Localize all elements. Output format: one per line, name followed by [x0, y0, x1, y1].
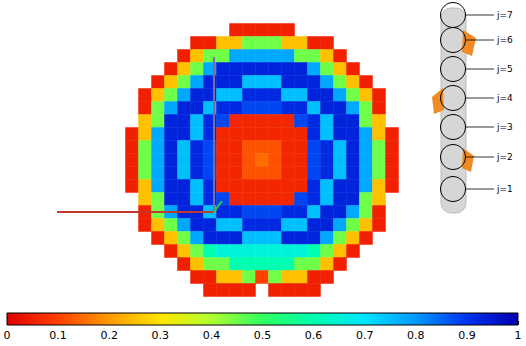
- svg-text:0.7: 0.7: [356, 329, 374, 342]
- svg-text:j=6: j=6: [496, 35, 513, 45]
- svg-text:j=7: j=7: [496, 10, 513, 20]
- svg-text:0.2: 0.2: [100, 329, 118, 342]
- svg-text:0: 0: [4, 329, 11, 342]
- svg-text:1: 1: [515, 329, 522, 342]
- svg-text:0.1: 0.1: [49, 329, 67, 342]
- svg-text:j=4: j=4: [496, 93, 513, 103]
- svg-text:0.3: 0.3: [152, 329, 170, 342]
- svg-text:0.4: 0.4: [203, 329, 221, 342]
- svg-text:0.8: 0.8: [407, 329, 425, 342]
- svg-text:0.6: 0.6: [305, 329, 323, 342]
- svg-text:0.9: 0.9: [458, 329, 476, 342]
- svg-text:j=1: j=1: [496, 184, 513, 194]
- svg-text:j=2: j=2: [496, 152, 513, 162]
- svg-text:j=3: j=3: [496, 122, 513, 132]
- svg-text:j=5: j=5: [496, 64, 513, 74]
- svg-text:0.5: 0.5: [254, 329, 272, 342]
